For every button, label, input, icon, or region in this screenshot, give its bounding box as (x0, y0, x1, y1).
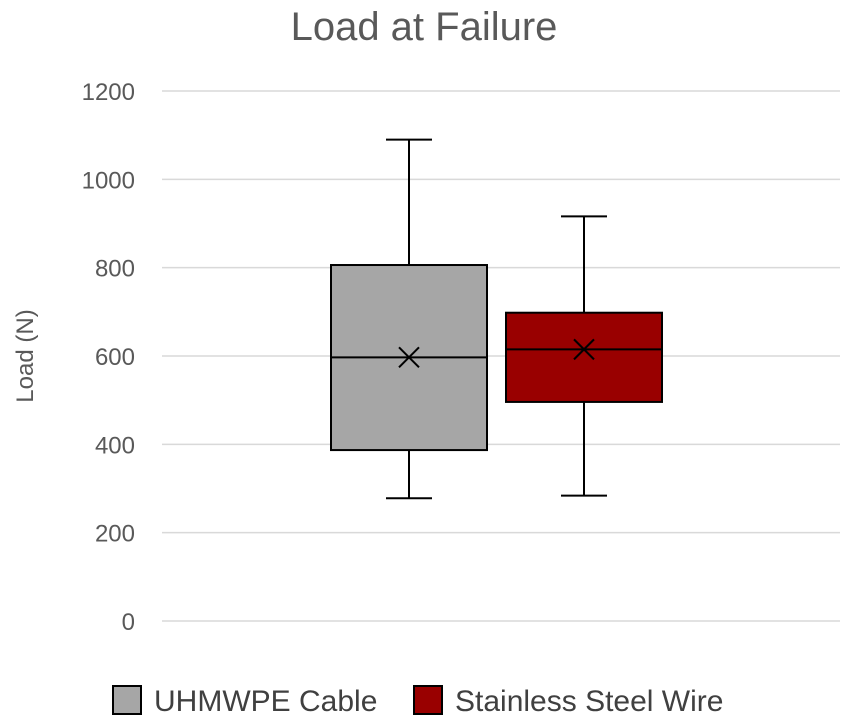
legend-swatch (413, 685, 443, 715)
mean-marker (398, 346, 420, 369)
box-0 (330, 138, 488, 500)
y-tick-label-400: 400 (95, 432, 135, 459)
mean-marker (573, 338, 595, 361)
legend-item-0: UHMWPE Cable (112, 685, 377, 718)
y-tick-label-1200: 1200 (82, 79, 135, 106)
legend-label: Stainless Steel Wire (455, 685, 723, 718)
gridlines (162, 90, 840, 622)
legend-item-1: Stainless Steel Wire (413, 685, 723, 718)
chart-title: Load at Failure (291, 5, 558, 49)
y-tick-label-600: 600 (95, 344, 135, 371)
iqr-box (505, 311, 663, 403)
y-axis-ticks: 0 200 400 600 800 1000 1200 (82, 79, 135, 636)
box-1 (505, 215, 663, 497)
y-tick-label-800: 800 (95, 256, 135, 283)
y-tick-label-0: 0 (122, 609, 135, 636)
legend-label: UHMWPE Cable (154, 685, 377, 718)
box-series (330, 138, 663, 500)
legend: UHMWPE Cable Stainless Steel Wire (112, 685, 723, 718)
y-tick-label-200: 200 (95, 521, 135, 548)
y-tick-label-1000: 1000 (82, 167, 135, 194)
y-axis-label: Load (N) (12, 309, 39, 402)
legend-swatch (112, 685, 142, 715)
